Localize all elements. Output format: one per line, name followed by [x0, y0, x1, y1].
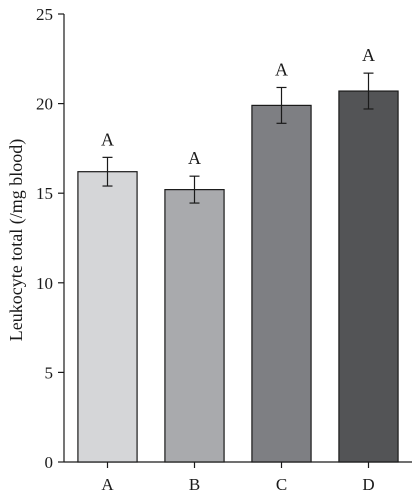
y-tick-label: 25: [36, 5, 53, 24]
y-axis: 0 5 10 15 20 25: [36, 5, 65, 472]
bar-D: [338, 90, 399, 463]
significance-label-A: A: [101, 129, 114, 149]
x-tick-label-B: B: [189, 475, 200, 494]
bar-B: [164, 189, 225, 463]
x-axis: A B C D: [64, 461, 412, 494]
y-tick-label: 20: [36, 95, 53, 114]
y-tick-label: 5: [45, 363, 54, 382]
bars: A A A A: [77, 45, 399, 463]
y-tick-label: 15: [36, 184, 53, 203]
x-tick-label-C: C: [276, 475, 287, 494]
x-tick-label-A: A: [101, 475, 114, 494]
significance-label-D: A: [362, 45, 375, 65]
x-tick-label-D: D: [362, 475, 374, 494]
y-tick-label: 10: [36, 274, 53, 293]
bar-A: [77, 171, 138, 463]
bar-C: [251, 104, 312, 463]
y-tick-label: 0: [45, 453, 54, 472]
y-axis-label: Leukocyte total (/mg blood): [6, 139, 27, 341]
significance-label-C: A: [275, 59, 288, 79]
significance-label-B: A: [188, 148, 201, 168]
